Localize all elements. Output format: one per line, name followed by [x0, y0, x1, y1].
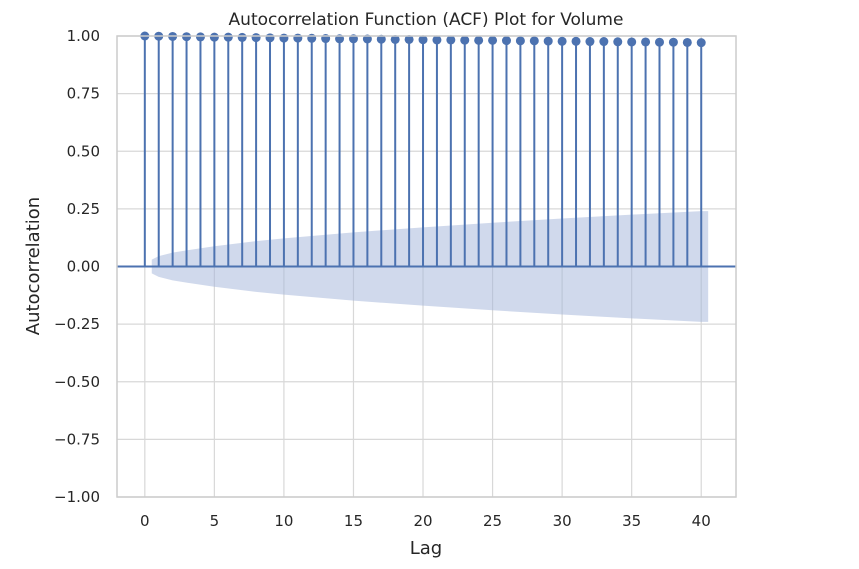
- acf-point: [529, 36, 539, 46]
- acf-point: [265, 33, 275, 43]
- acf-point: [571, 36, 581, 46]
- acf-point: [515, 36, 525, 46]
- markers: [140, 31, 706, 48]
- y-tick-label: −0.75: [54, 430, 100, 448]
- plot-frame: [116, 35, 737, 498]
- acf-point: [209, 32, 219, 42]
- y-tick-label: 0.50: [67, 142, 100, 160]
- acf-point: [390, 34, 400, 44]
- acf-point: [460, 35, 470, 45]
- acf-point: [641, 37, 651, 47]
- acf-point: [627, 37, 637, 47]
- acf-point: [279, 33, 289, 43]
- acf-point: [613, 37, 623, 47]
- acf-point: [668, 37, 678, 47]
- x-axis-label: Lag: [410, 538, 442, 559]
- x-tick-label: 25: [483, 512, 502, 530]
- acf-point: [682, 37, 692, 47]
- y-tick-label: −0.50: [54, 373, 100, 391]
- x-tick-label: 5: [210, 512, 220, 530]
- acf-point: [223, 32, 233, 42]
- x-tick-labels: 0 5 10 15 20 25 30 35 40: [140, 512, 711, 530]
- x-tick-label: 10: [274, 512, 293, 530]
- x-tick-label: 35: [622, 512, 641, 530]
- acf-point: [585, 37, 595, 47]
- acf-point: [696, 38, 706, 48]
- acf-point: [599, 37, 609, 47]
- acf-point: [237, 32, 247, 42]
- acf-point: [557, 36, 567, 46]
- y-tick-label: −0.25: [54, 315, 100, 333]
- acf-point: [543, 36, 553, 46]
- y-axis-label: Autocorrelation: [23, 197, 44, 335]
- acf-point: [432, 35, 442, 45]
- acf-point: [474, 35, 484, 45]
- chart-title: Autocorrelation Function (ACF) Plot for …: [229, 10, 624, 30]
- x-tick-label: 0: [140, 512, 150, 530]
- acf-point: [501, 36, 511, 46]
- y-tick-label: 0.00: [67, 258, 100, 276]
- x-tick-label: 40: [692, 512, 711, 530]
- acf-point: [307, 33, 317, 43]
- plot-border: [116, 35, 737, 498]
- acf-point: [488, 35, 498, 45]
- acf-point: [376, 34, 386, 44]
- acf-point: [195, 32, 205, 42]
- y-tick-label: −1.00: [54, 488, 100, 506]
- acf-point: [446, 35, 456, 45]
- x-tick-label: 30: [553, 512, 572, 530]
- x-tick-label: 20: [413, 512, 432, 530]
- y-tick-label: 0.75: [67, 85, 100, 103]
- y-tick-labels: −1.00 −0.75 −0.50 −0.25 0.00 0.25 0.50 0.75 1.00: [54, 27, 100, 506]
- x-tick-label: 15: [344, 512, 363, 530]
- acf-point: [251, 33, 261, 43]
- acf-point: [654, 37, 664, 47]
- y-tick-label: 0.25: [67, 200, 100, 218]
- acf-point: [418, 35, 428, 45]
- y-tick-label: 1.00: [67, 27, 100, 45]
- acf-point: [293, 33, 303, 43]
- acf-point: [404, 34, 414, 44]
- stems: [143, 36, 703, 267]
